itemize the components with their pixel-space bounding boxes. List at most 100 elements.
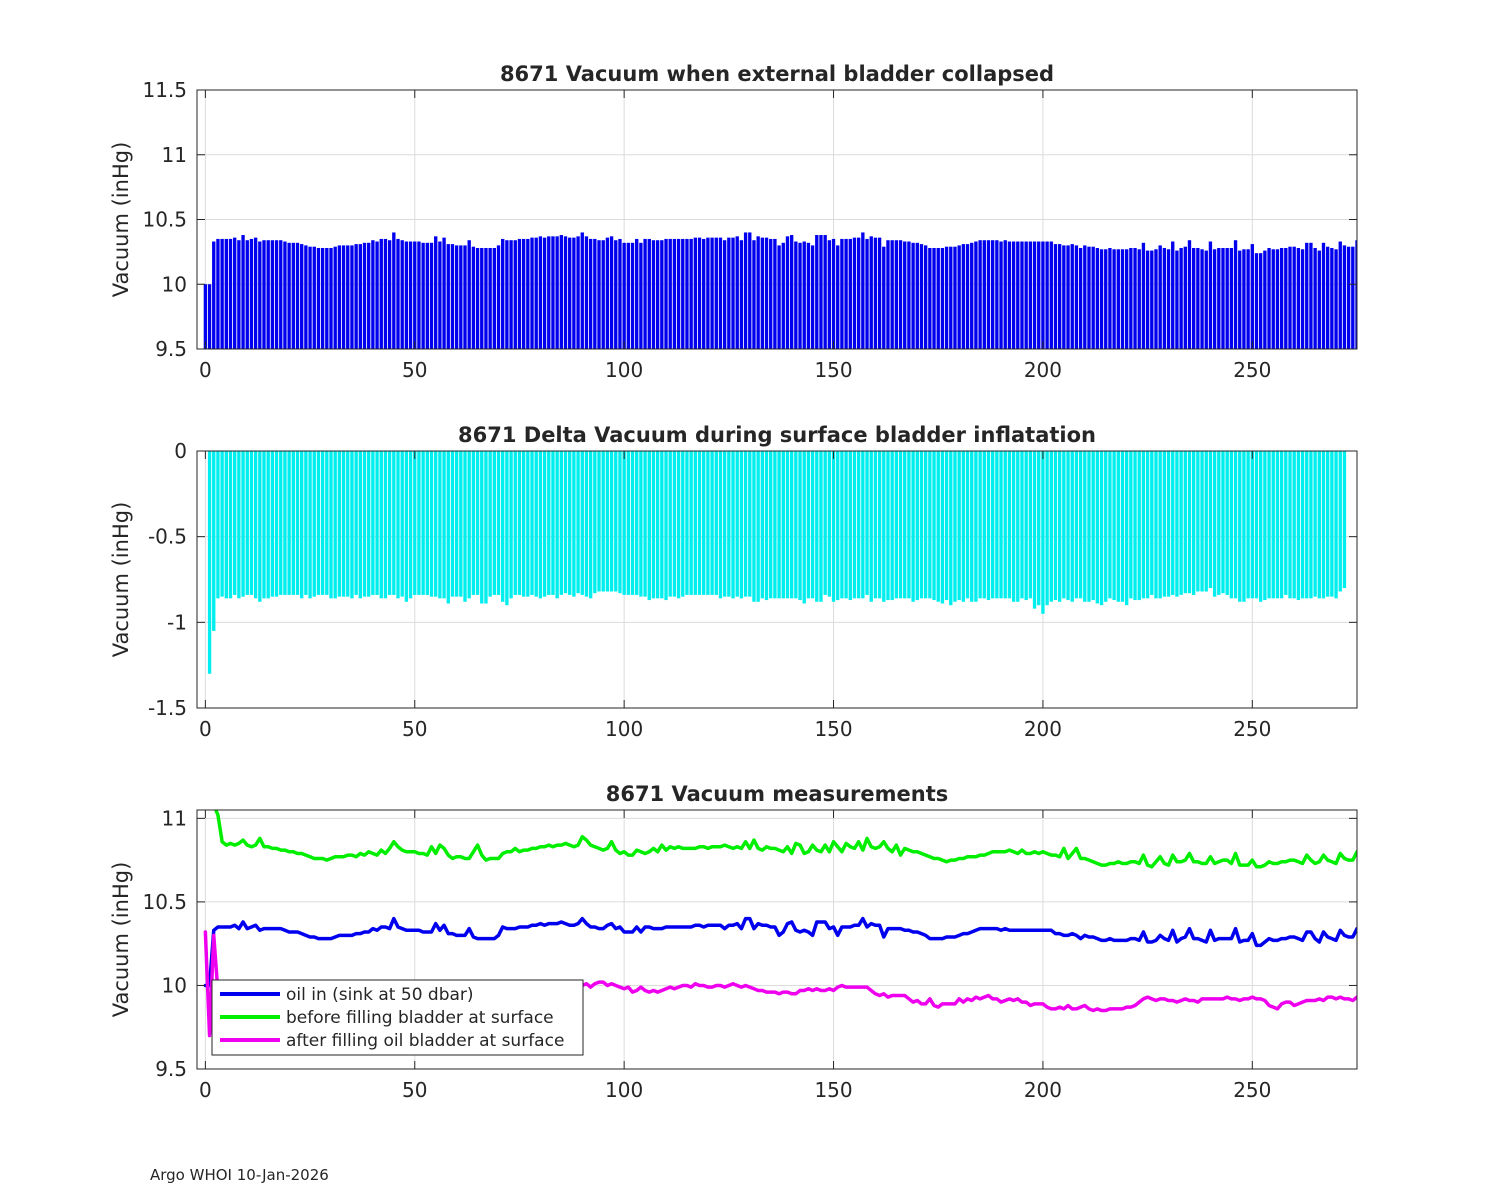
bar — [970, 451, 974, 602]
bar — [773, 238, 777, 349]
bar — [609, 451, 614, 592]
bar — [681, 451, 685, 597]
bar — [295, 451, 300, 595]
bar — [785, 236, 790, 349]
bar — [651, 451, 656, 599]
x-tick-label: 200 — [1024, 358, 1062, 382]
bar — [1212, 451, 1217, 597]
bar — [898, 451, 903, 599]
bar — [660, 240, 664, 349]
bar — [530, 237, 534, 349]
bar — [1313, 247, 1317, 349]
legend-entry: before filling bladder at surface — [286, 1008, 554, 1028]
bar — [907, 241, 911, 349]
bar — [810, 451, 815, 599]
bar — [635, 451, 639, 595]
bar — [1217, 451, 1221, 595]
bar — [530, 451, 534, 595]
bar — [220, 451, 224, 597]
bar — [806, 242, 811, 349]
bar — [1095, 247, 1100, 349]
axes-box — [196, 809, 1358, 1070]
bar — [1372, 239, 1375, 349]
bar — [350, 245, 354, 349]
axes-box — [196, 450, 1358, 709]
bar — [1263, 250, 1267, 349]
bar — [547, 451, 551, 595]
bar — [496, 451, 501, 595]
bar — [668, 238, 672, 349]
bar — [702, 238, 706, 349]
bar — [1028, 241, 1033, 349]
bar — [501, 451, 505, 602]
bar — [1330, 451, 1334, 597]
bar — [354, 244, 358, 349]
bar — [827, 451, 832, 597]
y-tick-label: 11 — [162, 143, 187, 167]
bar — [777, 245, 781, 349]
bar — [417, 241, 421, 349]
bar — [1007, 451, 1012, 599]
bar — [894, 240, 899, 349]
bar — [618, 451, 622, 594]
bar — [865, 238, 869, 349]
bar — [434, 236, 438, 349]
bar — [722, 451, 727, 597]
bar — [1171, 451, 1175, 595]
legend-entry: after filling oil bladder at surface — [286, 1031, 564, 1051]
bar — [852, 237, 857, 349]
bar — [861, 451, 865, 599]
bar — [739, 451, 744, 599]
bar — [1141, 242, 1146, 349]
bar — [1041, 241, 1045, 349]
bar — [735, 451, 739, 597]
bar — [672, 451, 677, 597]
bar — [1129, 451, 1133, 599]
bar — [877, 451, 882, 599]
bar — [547, 236, 551, 349]
bar — [270, 240, 275, 349]
bar — [224, 451, 228, 599]
bar — [333, 246, 337, 349]
bar — [212, 451, 216, 631]
bar — [727, 237, 731, 349]
bar — [831, 451, 836, 602]
bar — [1334, 249, 1338, 349]
bar — [660, 451, 664, 599]
bar — [1238, 451, 1242, 602]
bar — [400, 240, 404, 349]
y-axis-label: Vacuum (inHg) — [109, 862, 133, 1018]
bar — [1020, 451, 1024, 599]
bar — [647, 238, 651, 349]
bar — [559, 235, 564, 349]
bar — [521, 238, 526, 349]
bar — [873, 451, 878, 599]
bar — [1326, 246, 1330, 349]
bar — [287, 242, 291, 349]
bar — [593, 238, 597, 349]
bar — [1229, 451, 1234, 599]
bar — [329, 247, 333, 349]
bar — [1259, 451, 1263, 602]
bar — [358, 244, 362, 349]
bar — [245, 451, 249, 595]
bar — [241, 451, 245, 597]
bar — [1225, 451, 1229, 595]
bar — [848, 238, 852, 349]
bar — [655, 451, 660, 599]
bar — [639, 451, 643, 597]
bar — [1376, 240, 1379, 349]
bar — [630, 242, 635, 349]
y-tick-label: 10.5 — [142, 890, 187, 914]
bar — [840, 451, 844, 599]
bar — [1175, 451, 1179, 597]
bar — [480, 247, 484, 349]
bar — [1032, 241, 1037, 349]
bar — [1317, 250, 1321, 349]
bar — [471, 451, 476, 595]
bar — [521, 451, 526, 597]
bar — [1200, 451, 1204, 592]
bar — [442, 237, 446, 349]
bar — [752, 240, 756, 349]
bar — [802, 451, 806, 604]
